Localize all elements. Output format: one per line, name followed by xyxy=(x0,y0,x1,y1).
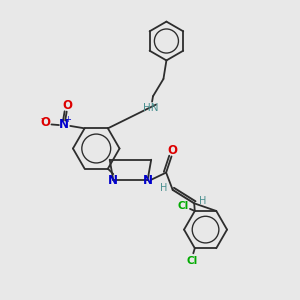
Text: O: O xyxy=(167,144,177,157)
Text: Cl: Cl xyxy=(186,256,197,266)
Text: N: N xyxy=(142,174,153,187)
Text: O: O xyxy=(62,98,72,112)
Text: N: N xyxy=(59,118,69,131)
Text: H: H xyxy=(160,183,167,194)
Text: HN: HN xyxy=(143,103,158,112)
Text: +: + xyxy=(64,115,71,124)
Text: -: - xyxy=(40,113,44,123)
Text: N: N xyxy=(108,174,118,187)
Text: H: H xyxy=(200,196,207,206)
Text: O: O xyxy=(40,116,50,130)
Text: Cl: Cl xyxy=(177,201,188,211)
